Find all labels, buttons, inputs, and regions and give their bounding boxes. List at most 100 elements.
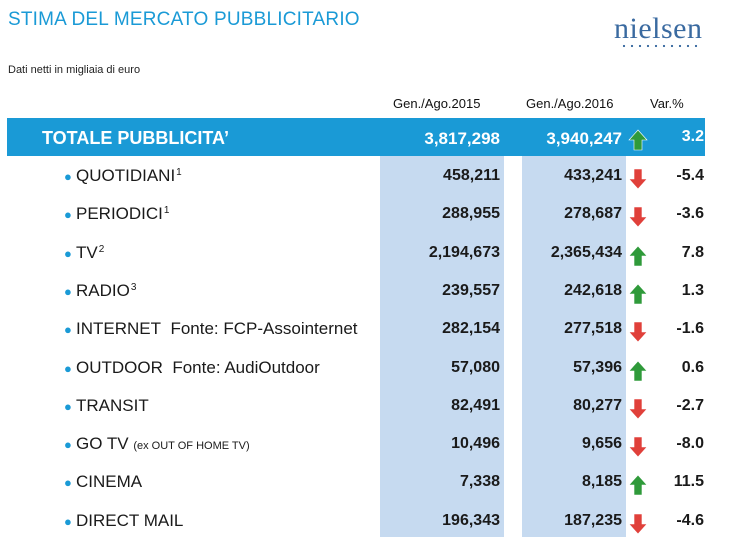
value-2015: 7,338 [459, 473, 500, 491]
row-label-text: DIRECT MAIL [76, 510, 184, 530]
row-label: OUTDOOR Fonte: AudiOutdoor [76, 358, 320, 378]
arrow-down-icon [628, 398, 648, 420]
row-label-text: TV [76, 242, 98, 262]
bullet-icon: ● [64, 475, 72, 491]
variation-percent: -4.6 [676, 511, 704, 529]
table-row: ● TRANSIT 82,491 80,277 -2.7 [0, 390, 748, 428]
value-2015: 239,557 [442, 281, 500, 299]
row-label: QUOTIDIANI1 [76, 166, 182, 186]
table-row: ● DIRECT MAIL 196,343 187,235 -4.6 [0, 505, 748, 543]
value-2016: 8,185 [581, 473, 622, 491]
value-2016: 9,656 [581, 435, 622, 453]
total-value-2015: 3,817,298 [424, 129, 500, 148]
bullet-icon: ● [64, 322, 72, 338]
value-2015: 196,343 [442, 511, 500, 529]
value-2015: 2,194,673 [428, 243, 500, 261]
nielsen-logo: nielsen [614, 12, 703, 45]
variation-percent: 0.6 [681, 358, 704, 376]
row-label-text: CINEMA [76, 472, 143, 492]
row-label: TV2 [76, 243, 104, 263]
footnote-marker: 2 [98, 243, 105, 255]
column-header-2015: Gen./Ago.2015 [393, 96, 481, 111]
arrow-down-icon [628, 513, 648, 535]
variation-percent: 1.3 [681, 281, 704, 299]
table-row: ● PERIODICI1 288,955 278,687 -3.6 [0, 198, 748, 236]
row-label-note-small: (ex OUT OF HOME TV) [133, 440, 250, 453]
variation-percent: -5.4 [676, 167, 704, 184]
value-2015: 288,955 [442, 205, 500, 223]
value-2015: 458,211 [443, 167, 500, 184]
value-2015: 10,496 [451, 435, 500, 453]
column-header-2016: Gen./Ago.2016 [526, 96, 614, 111]
row-label: GO TV (ex OUT OF HOME TV) [76, 434, 250, 454]
variation-percent: -2.7 [676, 396, 704, 414]
row-label-text: PERIODICI [76, 204, 163, 224]
footnote-marker: 1 [163, 205, 170, 217]
row-label: INTERNET Fonte: FCP-Assointernet [76, 319, 358, 339]
value-2016: 242,618 [564, 281, 622, 299]
row-label: TRANSIT [76, 396, 149, 416]
bullet-icon: ● [64, 437, 72, 453]
bullet-icon: ● [64, 169, 72, 184]
value-2016: 278,687 [564, 205, 622, 223]
row-source-note: Fonte: FCP-Assointernet [170, 319, 358, 339]
variation-percent: -1.6 [676, 320, 704, 338]
arrow-down-icon [628, 206, 648, 228]
row-label: DIRECT MAIL [76, 511, 183, 531]
row-label: PERIODICI1 [76, 204, 169, 224]
value-2016: 187,235 [564, 511, 622, 529]
table-row: ● GO TV (ex OUT OF HOME TV) 10,496 9,656 -8.… [0, 428, 748, 466]
column-shade-2016 [522, 118, 626, 537]
row-source-note: Fonte: AudiOutdoor [172, 357, 320, 377]
row-label-text: OUTDOOR [76, 357, 163, 377]
row-label-text: TRANSIT [76, 395, 149, 415]
total-value-2016: 3,940,247 [546, 129, 622, 148]
bullet-icon: ● [64, 360, 72, 376]
variation-percent: -3.6 [676, 205, 704, 223]
bullet-icon: ● [64, 283, 72, 299]
bullet-icon: ● [64, 398, 72, 414]
value-2015: 282,154 [442, 320, 500, 338]
row-label-text: GO TV [76, 434, 129, 454]
table-row: ● QUOTIDIANI1 458,211 433,241 -5.4 [0, 160, 748, 198]
table-row: ● RADIO3 239,557 242,618 1.3 [0, 275, 748, 313]
column-header-var: Var.% [650, 96, 684, 111]
arrow-up-icon [628, 474, 648, 496]
bullet-icon: ● [64, 245, 72, 261]
row-label-text: QUOTIDIANI [76, 166, 176, 185]
value-2016: 277,518 [564, 320, 622, 338]
total-label: TOTALE PUBBLICITA’ [42, 128, 229, 148]
total-row-band [7, 118, 705, 156]
arrow-down-icon [628, 168, 648, 190]
footnote-marker: 1 [176, 167, 182, 178]
subtitle: Dati netti in migliaia di euro [8, 64, 141, 76]
arrow-up-icon [628, 245, 648, 266]
total-var: 3.2 [681, 128, 704, 145]
table-row: ● TV2 2,194,673 2,365,434 7.8 [0, 237, 748, 275]
value-2015: 82,491 [451, 396, 500, 414]
logo-dots-decoration [620, 44, 700, 48]
arrow-up-icon [628, 360, 648, 381]
row-label-text: INTERNET [76, 319, 161, 339]
page-title: STIMA DEL MERCATO PUBBLICITARIO [8, 9, 360, 30]
arrow-down-icon [628, 321, 648, 343]
table-row: ● OUTDOOR Fonte: AudiOutdoor 57,080 57,396 0… [0, 352, 748, 390]
bullet-icon: ● [64, 207, 72, 223]
value-2016: 2,365,434 [550, 243, 622, 261]
arrow-down-icon [628, 436, 648, 458]
value-2016: 80,277 [573, 396, 622, 414]
row-label: CINEMA [76, 472, 142, 492]
table-row: ● INTERNET Fonte: FCP-Assointernet 282,154… [0, 313, 748, 351]
arrow-up-icon [628, 129, 648, 151]
bullet-icon: ● [64, 513, 72, 529]
arrow-up-icon [628, 283, 648, 305]
value-2016: 57,396 [573, 358, 622, 376]
value-2015: 57,080 [451, 358, 500, 376]
column-shade-2015 [380, 118, 504, 537]
variation-percent: -8.0 [676, 435, 704, 453]
row-label: RADIO3 [76, 281, 136, 301]
value-2016: 433,241 [564, 167, 622, 184]
total-row: 3.2 [0, 121, 748, 159]
row-label-text: RADIO [76, 280, 130, 300]
table-row: ● CINEMA 7,338 8,185 11.5 [0, 466, 748, 504]
